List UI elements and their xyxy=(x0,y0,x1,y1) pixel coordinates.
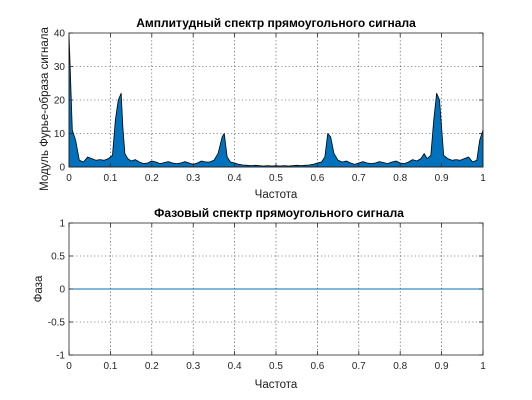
amplitude-grid xyxy=(69,33,483,167)
x-tick-label: 0.8 xyxy=(393,361,407,372)
x-tick-label: 0.5 xyxy=(269,361,283,372)
y-tick-label: -1 xyxy=(56,351,65,362)
y-tick-label: 0.5 xyxy=(51,252,65,263)
x-tick-label: 1 xyxy=(480,173,486,184)
phase-x-label: Частота xyxy=(255,379,298,391)
amplitude-x-label: Частота xyxy=(255,189,298,201)
x-tick-label: 1 xyxy=(480,361,486,372)
x-tick-label: 0.2 xyxy=(145,173,159,184)
y-tick-label: 30 xyxy=(54,62,66,73)
x-tick-label: 0.4 xyxy=(228,173,242,184)
x-tick-label: 0.2 xyxy=(145,361,159,372)
y-tick-label: 1 xyxy=(59,219,65,230)
x-tick-label: 0.9 xyxy=(435,173,449,184)
y-tick-label: -0.5 xyxy=(48,318,66,329)
amplitude-chart-title: Амплитудный спектр прямоугольного сигнал… xyxy=(136,16,416,30)
x-tick-label: 0.9 xyxy=(435,361,449,372)
x-tick-label: 0.7 xyxy=(352,173,366,184)
y-tick-label: 10 xyxy=(54,129,66,140)
x-tick-label: 0.8 xyxy=(393,173,407,184)
phase-x-ticks: 0 0.1 0.2 0.3 0.4 0.5 0.6 0.7 0.8 0.9 1 xyxy=(66,223,486,372)
x-tick-label: 0.1 xyxy=(103,361,117,372)
x-tick-label: 0 xyxy=(66,361,72,372)
amplitude-spectrum-chart: Амплитудный спектр прямоугольного сигнал… xyxy=(39,16,486,201)
amplitude-y-ticks: 0 10 20 30 40 xyxy=(54,29,483,174)
y-tick-label: 0 xyxy=(59,163,65,174)
x-tick-label: 0.4 xyxy=(228,361,242,372)
x-tick-label: 0.3 xyxy=(186,361,200,372)
phase-y-label: Фаза xyxy=(33,275,45,302)
y-tick-label: 40 xyxy=(54,29,66,40)
x-tick-label: 0.1 xyxy=(103,173,117,184)
y-tick-label: 0 xyxy=(59,285,65,296)
x-tick-label: 0.5 xyxy=(269,173,283,184)
phase-chart-title: Фазовый спектр прямоугольного сигнала xyxy=(154,206,404,220)
x-tick-label: 0.6 xyxy=(310,361,324,372)
amplitude-y-label: Модуль Фурье-образа сигнала xyxy=(39,27,51,191)
x-tick-label: 0.6 xyxy=(310,173,324,184)
phase-y-ticks: -1 -0.5 0 0.5 1 xyxy=(48,219,483,362)
y-tick-label: 20 xyxy=(54,96,66,107)
x-tick-label: 0.3 xyxy=(186,173,200,184)
x-tick-label: 0.7 xyxy=(352,361,366,372)
amplitude-x-ticks: 0 0.1 0.2 0.3 0.4 0.5 0.6 0.7 0.8 0.9 1 xyxy=(66,33,486,184)
x-tick-label: 0 xyxy=(66,173,72,184)
